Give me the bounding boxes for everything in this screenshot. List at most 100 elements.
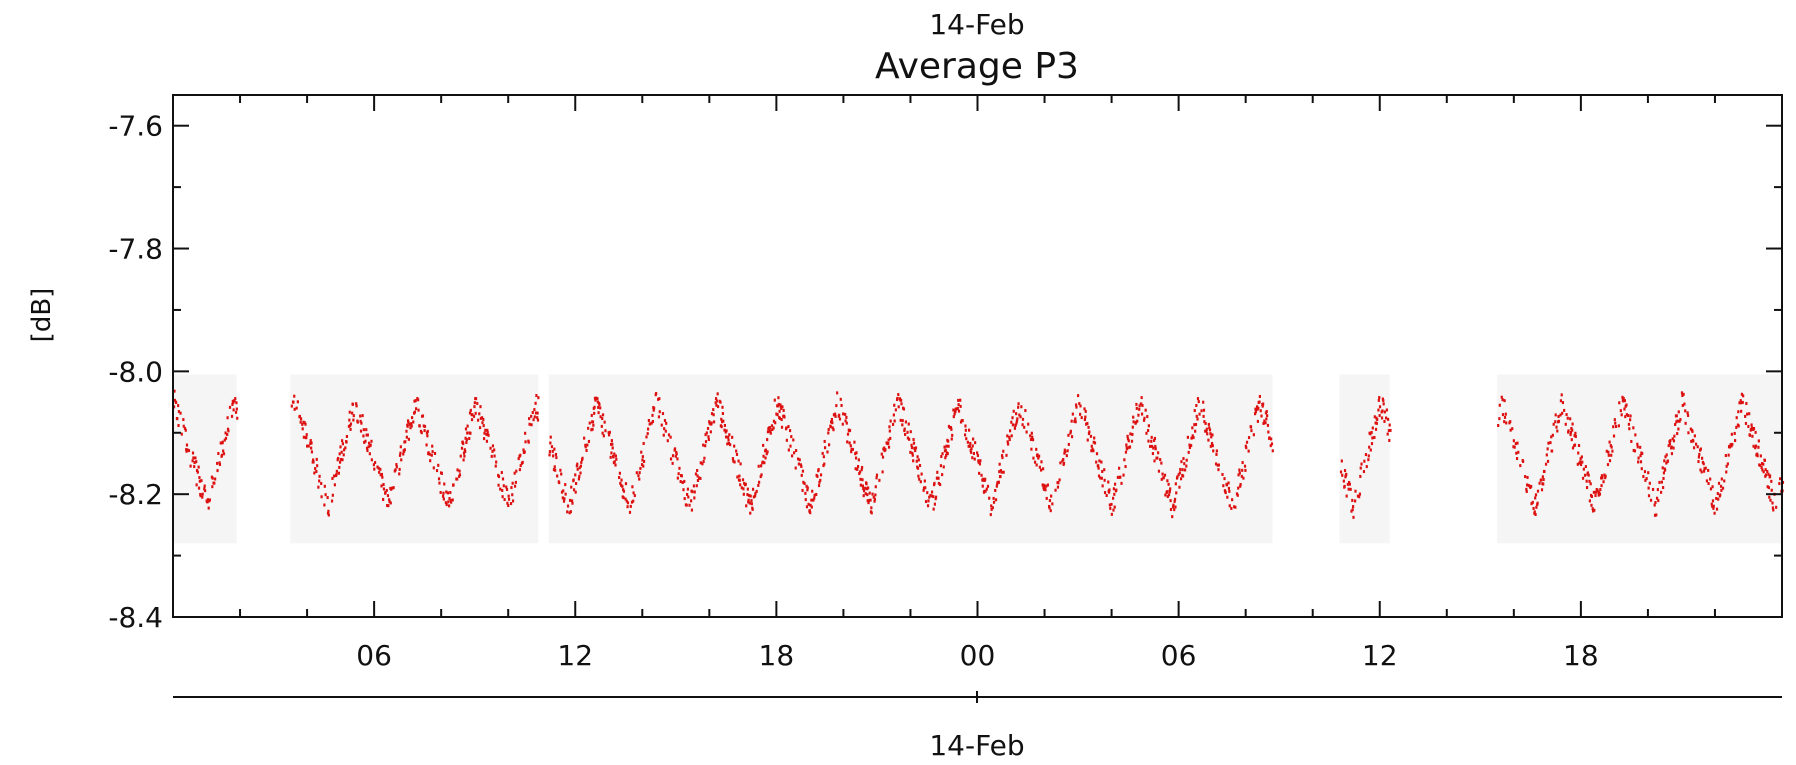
data-point xyxy=(469,408,472,412)
data-point xyxy=(1525,487,1528,491)
data-point xyxy=(1151,452,1155,456)
data-point xyxy=(1112,487,1115,491)
data-point xyxy=(1756,452,1759,456)
data-point xyxy=(216,461,219,465)
data-point xyxy=(528,422,531,426)
data-point xyxy=(549,435,552,439)
data-point xyxy=(440,471,443,475)
data-point xyxy=(1771,501,1774,505)
data-point xyxy=(585,449,588,453)
data-point xyxy=(967,444,970,448)
data-point xyxy=(934,495,938,499)
x-tick-label: 06 xyxy=(356,639,392,672)
data-point xyxy=(817,484,821,488)
data-point xyxy=(704,440,708,444)
data-point xyxy=(632,491,635,495)
data-point xyxy=(464,449,467,453)
data-point xyxy=(1239,484,1242,488)
data-point xyxy=(437,463,440,467)
data-point xyxy=(1037,456,1040,460)
data-point xyxy=(907,422,910,426)
data-point xyxy=(754,491,757,495)
data-point xyxy=(185,443,189,447)
data-point xyxy=(412,420,415,424)
data-point xyxy=(1076,394,1080,398)
data-point xyxy=(1545,453,1548,457)
data-point xyxy=(696,468,699,472)
data-point xyxy=(536,416,539,420)
data-point xyxy=(1700,470,1703,474)
data-point xyxy=(1540,478,1543,482)
data-point xyxy=(534,411,538,415)
data-point xyxy=(940,455,943,459)
data-point xyxy=(491,449,494,453)
data-point xyxy=(587,426,590,430)
data-point xyxy=(206,498,209,502)
data-point xyxy=(1084,415,1087,419)
data-point xyxy=(1594,494,1597,498)
data-point xyxy=(1728,445,1731,449)
data-point xyxy=(1008,435,1011,439)
data-point xyxy=(802,480,805,484)
data-point xyxy=(438,481,441,485)
data-point xyxy=(1737,410,1740,414)
data-point xyxy=(780,406,783,410)
data-point xyxy=(395,463,398,467)
data-point xyxy=(1211,444,1214,448)
data-point xyxy=(356,420,359,424)
data-point xyxy=(888,429,891,433)
data-point xyxy=(189,464,192,468)
data-point xyxy=(1593,508,1596,512)
data-point xyxy=(570,499,574,503)
data-point xyxy=(1097,474,1101,478)
data-point xyxy=(948,426,951,430)
data-point xyxy=(1351,508,1354,512)
data-point xyxy=(503,498,506,502)
data-point xyxy=(854,467,857,471)
data-point xyxy=(559,468,562,472)
data-point xyxy=(912,459,915,463)
data-point xyxy=(359,429,363,433)
data-point xyxy=(299,417,303,421)
data-point xyxy=(513,471,516,475)
data-point xyxy=(1067,442,1070,446)
data-point xyxy=(511,481,514,485)
data-point xyxy=(679,480,682,484)
data-point xyxy=(199,494,202,498)
data-point xyxy=(355,402,358,406)
data-point xyxy=(505,487,509,491)
data-point xyxy=(766,430,770,434)
data-point xyxy=(683,497,686,501)
data-point xyxy=(586,443,589,447)
data-point xyxy=(642,464,645,468)
data-point xyxy=(696,478,700,482)
data-point xyxy=(912,441,916,445)
data-point xyxy=(875,473,879,477)
data-point xyxy=(1215,449,1218,453)
data-point xyxy=(1639,460,1643,464)
data-point xyxy=(564,492,567,496)
data-point xyxy=(1686,413,1690,417)
data-point xyxy=(909,430,912,434)
data-point xyxy=(1571,446,1575,450)
data-point xyxy=(864,492,867,496)
data-point xyxy=(1542,482,1545,486)
data-point xyxy=(671,461,674,465)
data-point xyxy=(596,397,599,401)
data-point xyxy=(848,428,852,432)
data-point xyxy=(720,425,723,429)
data-point xyxy=(295,406,298,410)
data-point xyxy=(874,493,877,497)
data-point xyxy=(1118,466,1121,470)
data-point xyxy=(1387,429,1390,433)
data-point xyxy=(928,495,931,499)
data-point xyxy=(893,403,896,407)
data-point xyxy=(1024,409,1027,413)
data-point xyxy=(403,448,406,452)
data-point xyxy=(1512,445,1515,449)
noise-band xyxy=(173,374,237,544)
data-point xyxy=(1581,476,1585,480)
data-point xyxy=(1179,467,1182,471)
data-point xyxy=(367,445,370,449)
data-point xyxy=(699,476,702,480)
